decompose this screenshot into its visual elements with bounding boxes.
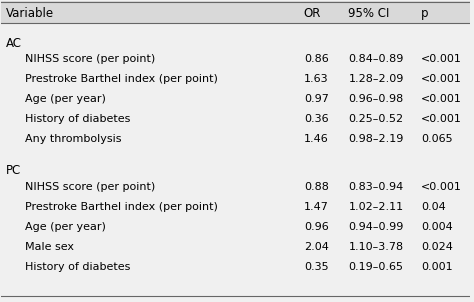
Text: 0.001: 0.001 [421, 262, 453, 272]
Text: 1.46: 1.46 [304, 134, 328, 144]
Text: 0.97: 0.97 [304, 94, 328, 104]
Text: 0.98–2.19: 0.98–2.19 [348, 134, 404, 144]
Text: 0.065: 0.065 [421, 134, 453, 144]
Text: p: p [421, 7, 428, 20]
Text: 1.02–2.11: 1.02–2.11 [348, 202, 403, 212]
Text: 0.84–0.89: 0.84–0.89 [348, 54, 404, 64]
Text: 2.04: 2.04 [304, 242, 328, 252]
Text: AC: AC [6, 37, 22, 50]
Text: <0.001: <0.001 [421, 94, 462, 104]
Text: Variable: Variable [6, 7, 54, 20]
Text: <0.001: <0.001 [421, 182, 462, 192]
Text: 95% CI: 95% CI [348, 7, 390, 20]
Text: Prestroke Barthel index (per point): Prestroke Barthel index (per point) [25, 74, 218, 84]
Bar [1, 2, 470, 23]
Text: 0.88: 0.88 [304, 182, 328, 192]
Text: Age (per year): Age (per year) [25, 222, 106, 232]
Text: 0.25–0.52: 0.25–0.52 [348, 114, 403, 124]
Text: NIHSS score (per point): NIHSS score (per point) [25, 54, 155, 64]
Text: Age (per year): Age (per year) [25, 94, 106, 104]
Text: 0.96–0.98: 0.96–0.98 [348, 94, 404, 104]
Text: 1.28–2.09: 1.28–2.09 [348, 74, 404, 84]
Text: 1.63: 1.63 [304, 74, 328, 84]
Text: 1.10–3.78: 1.10–3.78 [348, 242, 403, 252]
Text: 1.47: 1.47 [304, 202, 328, 212]
Text: Any thrombolysis: Any thrombolysis [25, 134, 121, 144]
Text: <0.001: <0.001 [421, 54, 462, 64]
Text: 0.024: 0.024 [421, 242, 453, 252]
Text: 0.94–0.99: 0.94–0.99 [348, 222, 404, 232]
Text: History of diabetes: History of diabetes [25, 114, 130, 124]
Text: NIHSS score (per point): NIHSS score (per point) [25, 182, 155, 192]
Text: 0.83–0.94: 0.83–0.94 [348, 182, 404, 192]
Text: 0.36: 0.36 [304, 114, 328, 124]
Text: Male sex: Male sex [25, 242, 74, 252]
Text: 0.86: 0.86 [304, 54, 328, 64]
Text: 0.19–0.65: 0.19–0.65 [348, 262, 403, 272]
Text: <0.001: <0.001 [421, 74, 462, 84]
Text: 0.04: 0.04 [421, 202, 446, 212]
Text: 0.96: 0.96 [304, 222, 328, 232]
Text: Prestroke Barthel index (per point): Prestroke Barthel index (per point) [25, 202, 218, 212]
Text: PC: PC [6, 165, 21, 178]
Text: History of diabetes: History of diabetes [25, 262, 130, 272]
Text: <0.001: <0.001 [421, 114, 462, 124]
Text: 0.004: 0.004 [421, 222, 453, 232]
Text: OR: OR [304, 7, 321, 20]
Text: 0.35: 0.35 [304, 262, 328, 272]
